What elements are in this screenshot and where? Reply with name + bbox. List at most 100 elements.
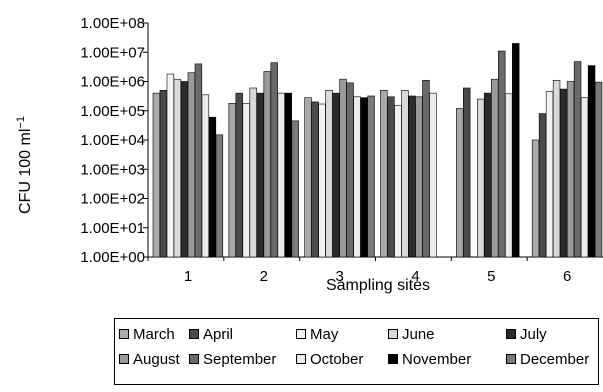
y-tick-label: 1.00E+04 <box>80 132 145 149</box>
bar <box>587 65 596 258</box>
legend-label: December <box>520 350 590 368</box>
legend-swatch <box>506 354 516 364</box>
bar <box>152 92 161 258</box>
legend-swatch <box>388 329 398 339</box>
bar <box>284 92 292 258</box>
legend-label: August <box>133 350 180 368</box>
legend-item: July <box>506 325 547 343</box>
y-axis-title-sup: −1 <box>15 116 27 129</box>
x-tick-label: 5 <box>487 268 495 285</box>
bar <box>173 78 182 258</box>
bar <box>367 95 375 258</box>
bar <box>552 79 561 258</box>
bar <box>545 91 554 258</box>
bar <box>401 90 409 258</box>
bar <box>339 78 347 258</box>
bar <box>594 81 603 258</box>
bar <box>512 43 520 258</box>
y-tick-label: 1.00E+01 <box>80 220 145 237</box>
bar <box>531 139 540 258</box>
legend: March April May June July August September Octo… <box>114 318 599 385</box>
legend-swatch <box>119 354 129 364</box>
bar <box>380 90 388 258</box>
legend-item: March <box>119 325 175 343</box>
bar <box>235 92 243 258</box>
y-axis: 1.00E+00 1.00E+01 1.00E+02 1.00E+03 1.00E+04… <box>80 15 603 266</box>
bar <box>422 79 430 258</box>
bar <box>484 92 492 258</box>
bar <box>538 113 547 258</box>
bar <box>263 71 271 258</box>
bars <box>152 43 603 258</box>
y-tick-label: 1.00E+02 <box>80 191 145 208</box>
legend-swatch <box>506 329 516 339</box>
x-axis-title: Sampling sites <box>326 277 430 294</box>
bar <box>159 90 168 258</box>
legend-swatch <box>388 354 398 364</box>
bar <box>277 92 285 258</box>
legend-item: September <box>189 350 276 368</box>
bar <box>256 92 264 258</box>
legend-item: November <box>388 350 471 368</box>
legend-item: June <box>388 325 435 343</box>
bar <box>228 102 236 258</box>
legend-label: March <box>133 325 175 343</box>
bar <box>270 62 278 258</box>
legend-label: October <box>310 350 364 368</box>
bar <box>566 81 575 258</box>
bar <box>346 82 354 258</box>
legend-item: April <box>189 325 233 343</box>
bar <box>505 93 513 258</box>
legend-swatch <box>189 329 199 339</box>
y-axis-title: CFU 100 ml−1 <box>15 116 34 214</box>
bar <box>180 81 189 258</box>
y-tick-label: 1.00E+00 <box>80 249 145 266</box>
legend-label: April <box>203 325 234 343</box>
legend-swatch <box>296 329 306 339</box>
x-tick-label: 4 <box>411 268 419 285</box>
y-tick-label: 1.00E+05 <box>80 103 145 120</box>
bar <box>456 108 464 258</box>
bar <box>291 120 299 258</box>
bar <box>249 87 257 258</box>
legend-swatch <box>119 329 129 339</box>
y-tick-label: 1.00E+03 <box>80 161 145 178</box>
bar <box>573 61 582 258</box>
bar <box>242 102 250 258</box>
y-tick-label: 1.00E+08 <box>80 15 145 32</box>
legend-swatch <box>189 354 199 364</box>
bar <box>408 95 416 258</box>
x-axis: 1 2 3 4 5 6 <box>147 257 571 285</box>
bar <box>325 90 333 258</box>
bar <box>187 72 196 258</box>
y-tick-label: 1.00E+06 <box>80 74 145 91</box>
x-tick-label: 1 <box>184 268 192 285</box>
legend-label: November <box>402 350 472 368</box>
legend-swatch <box>296 354 306 364</box>
legend-label: June <box>402 325 435 343</box>
x-tick-label: 2 <box>260 268 268 285</box>
legend-label: September <box>203 350 277 368</box>
bar <box>201 94 210 258</box>
y-tick-label: 1.00E+07 <box>80 44 145 61</box>
x-tick-label: 6 <box>563 268 571 285</box>
bar <box>477 98 485 258</box>
bar <box>498 50 506 258</box>
legend-label: July <box>520 325 547 343</box>
bar <box>429 92 437 258</box>
bar <box>353 96 361 258</box>
bar <box>166 73 175 258</box>
bar <box>304 97 312 258</box>
bar <box>387 96 395 258</box>
bar <box>463 87 471 258</box>
bar <box>415 96 423 258</box>
legend-item: August <box>119 350 180 368</box>
bar <box>208 116 217 258</box>
legend-label: May <box>310 325 339 343</box>
legend-item: October <box>296 350 363 368</box>
bar <box>360 97 368 258</box>
legend-item: May <box>296 325 338 343</box>
bar <box>194 63 203 258</box>
bar <box>318 103 326 258</box>
